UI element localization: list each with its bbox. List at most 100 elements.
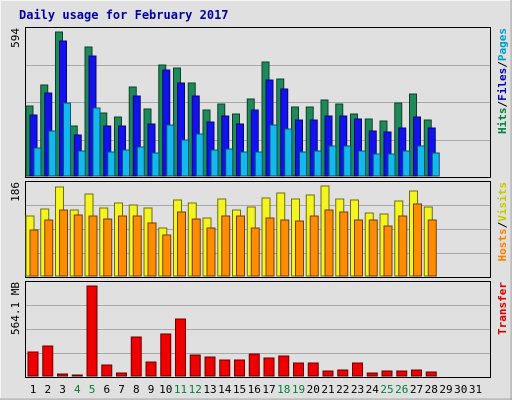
visits-hosts-bar-3 [59, 209, 68, 277]
hits-pages-bar-13 [210, 149, 219, 177]
day-label-16: 16 [248, 383, 261, 396]
day-label-4: 4 [74, 383, 81, 396]
hits-pages-bar-22 [343, 145, 352, 177]
hits-pages-bar-14 [225, 148, 234, 177]
transfer-transfer-bar-12 [189, 354, 201, 377]
hits-pages-bar-4 [77, 150, 86, 177]
transfer-transfer-bar-25 [381, 370, 393, 377]
day-label-19: 19 [292, 383, 305, 396]
hits-axis-label-part-4: / [496, 61, 509, 68]
transfer-transfer-bar-10 [160, 333, 172, 377]
day-label-24: 24 [366, 383, 380, 396]
day-label-14: 14 [218, 383, 232, 396]
transfer-transfer-bar-23 [352, 362, 363, 377]
hits-axis-label: Hits/Files/Pages [496, 28, 509, 134]
day-label-7: 7 [118, 383, 125, 396]
day-label-13: 13 [203, 383, 216, 396]
visits-hosts-bar-5 [88, 215, 98, 277]
day-label-31: 31 [469, 383, 482, 396]
transfer-transfer-bar-20 [307, 362, 319, 377]
visits-hosts-bar-14 [221, 215, 231, 277]
day-label-11: 11 [174, 383, 187, 396]
visits-hosts-bar-21 [324, 209, 334, 277]
visits-hosts-bar-8 [132, 215, 142, 277]
transfer-transfer-bar-7 [116, 372, 127, 377]
hits-pages-bar-18 [284, 128, 293, 177]
visits-hosts-bar-7 [118, 215, 127, 277]
visits-hosts-bar-10 [162, 234, 172, 277]
transfer-transfer-bar-2 [42, 345, 54, 377]
transfer-transfer-bar-1 [27, 351, 39, 377]
hits-pages-bar-12 [195, 133, 204, 177]
transfer-transfer-bar-26 [396, 370, 408, 377]
visits-hosts-bar-28 [427, 219, 437, 277]
day-label-21: 21 [321, 383, 334, 396]
transfer-transfer-bar-24 [366, 372, 378, 377]
x-axis-labels: 1 2 3 4 5 6 7 8 9 10 11 12 13 14 15 16 17 18 19 20 21 22 23 24 2… [30, 383, 482, 396]
transfer-transfer-bar-9 [145, 361, 157, 377]
transfer-transfer-bar-5 [86, 285, 98, 377]
hits-pages-bar-11 [181, 139, 189, 177]
visits-ymax-label: 186 [9, 182, 22, 202]
visits-hosts-bar-22 [339, 211, 349, 277]
transfer-transfer-bar-16 [248, 353, 260, 377]
visits-hosts-bar-23 [354, 219, 363, 277]
transfer-axis-label-part-1: Transfer [496, 282, 509, 335]
day-label-2: 2 [44, 383, 51, 396]
visits-hosts-bar-20 [309, 215, 319, 277]
hits-pages-bar-16 [254, 151, 263, 177]
hits-pages-bar-3 [63, 102, 71, 177]
transfer-transfer-bar-27 [411, 369, 422, 377]
day-label-6: 6 [103, 383, 110, 396]
transfer-transfer-bar-14 [219, 359, 231, 377]
visits-hosts-bar-27 [413, 203, 422, 277]
hits-pages-bar-25 [387, 153, 396, 177]
transfer-transfer-bar-22 [337, 369, 349, 377]
hits-pages-bar-21 [328, 145, 337, 177]
day-label-25: 25 [380, 383, 393, 396]
hits-axis-label-part-5: Pages [496, 28, 509, 61]
hits-pages-bar-6 [107, 151, 116, 177]
day-label-9: 9 [148, 383, 155, 396]
transfer-transfer-bar-21 [322, 370, 334, 377]
visits-axis-label-part-3: Visits [496, 182, 509, 222]
hits-pages-bar-24 [372, 153, 381, 177]
hits-pages-bar-15 [240, 151, 248, 177]
hits-pages-bar-19 [299, 151, 307, 177]
visits-hosts-bar-1 [29, 229, 39, 277]
visits-hosts-bar-11 [177, 211, 186, 277]
visits-hosts-bar-12 [191, 218, 201, 277]
transfer-transfer-bar-6 [101, 364, 113, 377]
transfer-transfer-bar-15 [234, 359, 245, 377]
hits-pages-bar-7 [122, 149, 130, 177]
visits-hosts-bar-19 [295, 220, 304, 277]
hits-pages-bar-1 [33, 147, 42, 177]
hits-pages-bar-8 [136, 146, 145, 177]
visits-hosts-bar-9 [147, 222, 157, 277]
day-label-1: 1 [30, 383, 37, 396]
day-label-26: 26 [395, 383, 408, 396]
transfer-transfer-bar-13 [204, 356, 216, 377]
hits-pages-bar-17 [269, 124, 278, 177]
visits-hosts-bar-26 [398, 215, 408, 277]
day-label-22: 22 [336, 383, 349, 396]
day-label-10: 10 [159, 383, 172, 396]
hits-pages-bar-23 [358, 150, 366, 177]
hits-pages-bar-10 [166, 124, 175, 177]
hits-pages-bar-20 [313, 150, 322, 177]
hits-pages-bar-5 [92, 107, 101, 177]
day-label-30: 30 [454, 383, 467, 396]
hits-axis-label-part-2: / [496, 101, 509, 108]
visits-hosts-bar-6 [103, 218, 113, 277]
day-label-18: 18 [277, 383, 290, 396]
day-label-3: 3 [59, 383, 66, 396]
hits-pages-bar-2 [48, 130, 57, 177]
visits-hosts-bar-16 [250, 227, 260, 277]
transfer-transfer-bar-17 [263, 357, 275, 377]
chart-panels: 594Hits/Files/Pages186Hosts/Visits564.1 … [9, 27, 509, 378]
visits-hosts-bar-25 [383, 225, 393, 277]
chart-title: Daily usage for February 2017 [19, 8, 229, 22]
day-label-5: 5 [89, 383, 96, 396]
visits-hosts-bar-15 [236, 215, 245, 277]
